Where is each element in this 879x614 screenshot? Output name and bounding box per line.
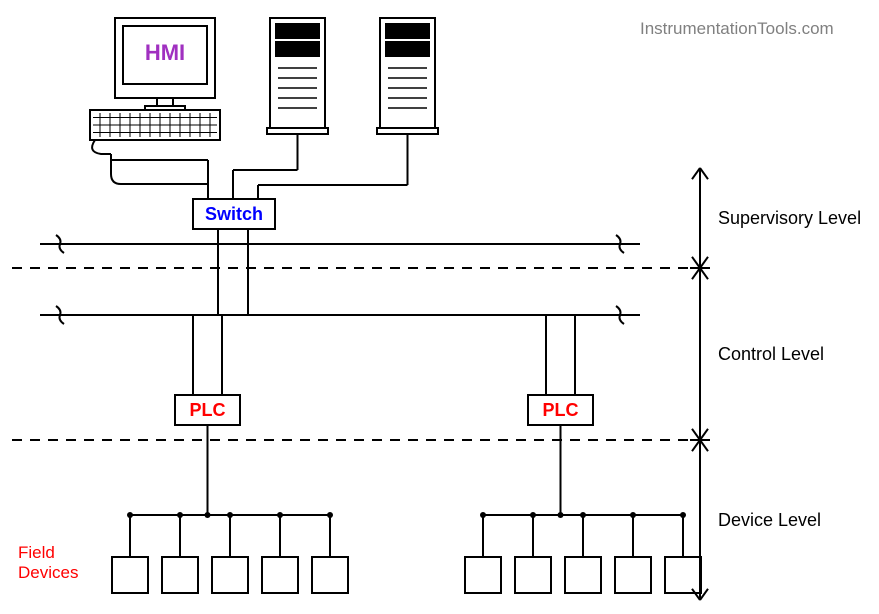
watermark-text: InstrumentationTools.com — [640, 19, 834, 38]
plc-1-label: PLC — [190, 400, 226, 420]
field-devices-label-1: Field — [18, 543, 55, 562]
level-control-label: Control Level — [718, 344, 824, 364]
plc-2-label: PLC — [543, 400, 579, 420]
group2-device — [515, 557, 551, 593]
group2-device — [665, 557, 701, 593]
group1-device — [262, 557, 298, 593]
group1-device — [212, 557, 248, 593]
level-supervisory-label: Supervisory Level — [718, 208, 861, 228]
group1-device — [112, 557, 148, 593]
level-device-label: Device Level — [718, 510, 821, 530]
group1-device — [162, 557, 198, 593]
group1-device — [312, 557, 348, 593]
hmi-label: HMI — [145, 40, 185, 65]
group2-device — [565, 557, 601, 593]
hmi-cable — [92, 140, 111, 154]
switch-label: Switch — [205, 204, 263, 224]
group2-device — [615, 557, 651, 593]
field-devices-label-2: Devices — [18, 563, 78, 582]
group2-device — [465, 557, 501, 593]
